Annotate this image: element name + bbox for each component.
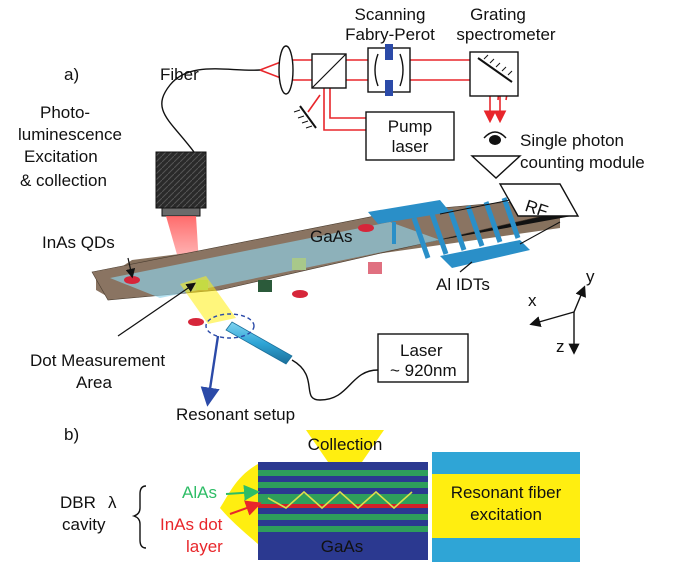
grating-spectrometer	[469, 51, 519, 97]
cavity-zigzag-light	[267, 490, 413, 510]
spcm-detector-icon	[470, 131, 522, 179]
label-grating-2: spectrometer	[456, 25, 556, 44]
label-grating-1: Grating	[470, 5, 526, 24]
label-cavity: cavity	[62, 515, 106, 534]
label-pl-4: & collection	[20, 171, 107, 190]
laser-box	[377, 333, 469, 383]
label-axis-y: y	[586, 267, 595, 286]
lens	[278, 45, 294, 95]
label-fiber: Fiber	[160, 65, 199, 84]
label-laser-2: ~ 920nm	[390, 361, 457, 380]
label-pump-1: Pump	[388, 117, 432, 136]
inas-arrow	[229, 500, 262, 516]
label-axis-x: x	[528, 291, 537, 310]
label-panel-a: a)	[64, 65, 79, 84]
label-inas-1: InAs dot	[160, 515, 223, 534]
label-inas-2: layer	[186, 537, 223, 556]
resonant-fiber-block	[432, 452, 580, 562]
label-laser-1: Laser	[400, 341, 443, 360]
label-lambda: λ	[108, 493, 117, 512]
label-pl-2: luminescence	[18, 125, 122, 144]
coordinate-axes	[529, 285, 586, 355]
al-idts	[368, 200, 530, 268]
label-alas: AlAs	[182, 483, 217, 502]
label-pump-2: laser	[392, 137, 429, 156]
label-dot-1: Dot Measurement	[30, 351, 165, 370]
blue-channel	[110, 222, 440, 298]
label-dot-2: Area	[76, 373, 112, 392]
alas-arrow	[225, 484, 260, 501]
label-gaas-a: GaAs	[310, 227, 353, 246]
label-spcm-2: counting module	[520, 153, 645, 172]
rf-source	[439, 183, 580, 245]
mirror	[293, 105, 317, 129]
dbr-cavity-stack	[258, 462, 428, 560]
label-axis-z: z	[556, 337, 565, 356]
pump-laser-box	[365, 111, 455, 161]
label-panel-b: b)	[64, 425, 79, 444]
pl-optics-head	[155, 151, 207, 217]
collection-funnel	[306, 430, 384, 462]
label-resonant-setup: Resonant setup	[176, 405, 295, 424]
beamsplitter	[311, 53, 347, 89]
dbr-brace	[131, 485, 147, 549]
label-dbr: DBR	[60, 493, 96, 512]
label-scanning-1: Scanning	[355, 5, 426, 24]
label-collection: Collection	[308, 435, 383, 454]
idt-fingers	[411, 197, 521, 259]
label-resonant-2: excitation	[470, 505, 542, 524]
optical-fiber	[161, 68, 261, 153]
label-spcm-1: Single photon	[520, 131, 624, 150]
left-yellow-beam	[220, 464, 258, 544]
label-gaas-b: GaAs	[321, 537, 364, 556]
label-scanning-2: Fabry-Perot	[345, 25, 435, 44]
resonant-setup-arrow	[200, 335, 220, 407]
label-al-idts: Al IDTs	[436, 275, 490, 294]
label-pl-3: Excitation	[24, 147, 98, 166]
label-pl-1: Photo-	[40, 103, 90, 122]
side-fiber	[205, 313, 379, 401]
scanning-fabry-perot	[367, 44, 411, 96]
label-resonant-1: Resonant fiber	[451, 483, 562, 502]
label-inas-qds: InAs QDs	[42, 233, 115, 252]
leader-lines	[117, 257, 473, 337]
